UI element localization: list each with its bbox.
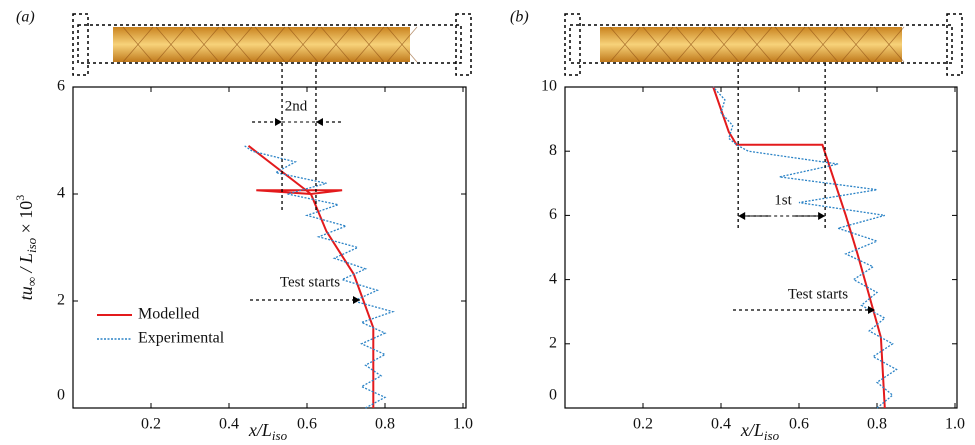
y-tick-label: 4 xyxy=(549,270,557,287)
x-tick-label: 0.4 xyxy=(219,416,239,433)
y-tick-label: 0 xyxy=(57,387,65,404)
end-block xyxy=(72,13,89,76)
shock-line xyxy=(122,26,154,63)
shock-line xyxy=(675,26,707,63)
test-arrow-head xyxy=(353,296,360,304)
y-axis-label: tu∞ / Liso × 103 xyxy=(13,195,39,301)
y-tick-label: 6 xyxy=(549,206,557,223)
specimen-frame xyxy=(77,24,462,64)
shock-line xyxy=(708,26,740,63)
plot-frame xyxy=(564,86,958,409)
x-label-part: iso xyxy=(764,428,780,443)
x-tick-label: 0.4 xyxy=(711,416,731,433)
y-label-part: ∞ xyxy=(24,277,39,286)
end-block xyxy=(946,13,963,76)
gap-label: 2nd xyxy=(285,98,308,114)
shock-line xyxy=(353,26,385,63)
y-label-part: / L xyxy=(16,253,36,277)
shock-line xyxy=(188,26,220,63)
gap-arrow-head xyxy=(818,212,826,220)
y-tick-label: 6 xyxy=(57,78,65,95)
gap-arrow-head xyxy=(738,212,746,220)
y-label-part: iso xyxy=(24,237,39,253)
panel-label: (a) xyxy=(16,9,35,26)
legend-label: Modelled xyxy=(138,306,199,323)
x-tick-label: 0.8 xyxy=(375,416,395,433)
modelled-line xyxy=(712,86,886,409)
x-tick-label: 0.6 xyxy=(297,416,317,433)
shock-line xyxy=(873,26,905,63)
y-tick-label: 0 xyxy=(549,387,557,404)
x-tick-label: 0.6 xyxy=(789,416,809,433)
test-arrow-head xyxy=(868,306,875,314)
shock-line xyxy=(221,26,253,63)
y-label-part: 3 xyxy=(13,195,27,201)
shock-line xyxy=(609,26,641,63)
x-tick-label: 0.8 xyxy=(867,416,887,433)
panel-label: (b) xyxy=(510,9,529,26)
experimental-line xyxy=(712,86,898,409)
specimen-image xyxy=(113,27,410,62)
end-block xyxy=(455,13,472,76)
shock-line xyxy=(287,26,319,63)
x-tick-label: 1.0 xyxy=(945,416,965,433)
plot-frame xyxy=(72,86,467,409)
shock-line xyxy=(807,26,839,63)
gap-label: 1st xyxy=(774,192,792,208)
test-label: Test starts xyxy=(788,286,848,302)
gap-arrow-head xyxy=(315,118,323,126)
y-tick-label: 10 xyxy=(541,78,557,95)
gap-arrow-head xyxy=(275,118,283,126)
end-block xyxy=(564,13,581,76)
shock-line xyxy=(642,26,674,63)
y-tick-label: 4 xyxy=(57,185,65,202)
x-tick-label: 0.2 xyxy=(633,416,653,433)
shock-line xyxy=(840,26,872,63)
test-label: Test starts xyxy=(280,274,340,290)
y-tick-label: 8 xyxy=(549,142,557,159)
shock-line xyxy=(741,26,773,63)
shock-line xyxy=(254,26,286,63)
x-tick-label: 1.0 xyxy=(453,416,473,433)
x-axis-label: x/Liso xyxy=(248,420,288,443)
shock-line xyxy=(155,26,187,63)
shock-line xyxy=(320,26,352,63)
y-label-part: × 10 xyxy=(16,201,36,238)
experimental-line xyxy=(244,145,396,409)
y-tick-label: 2 xyxy=(57,292,65,309)
x-label-part: x/L xyxy=(248,420,272,440)
y-tick-label: 2 xyxy=(549,334,557,351)
x-label-part: iso xyxy=(272,428,288,443)
x-label-part: x/L xyxy=(740,420,764,440)
shock-line xyxy=(774,26,806,63)
x-tick-label: 0.2 xyxy=(141,416,161,433)
shock-line xyxy=(386,26,418,63)
x-axis-label: x/Liso xyxy=(740,420,780,443)
legend-label: Experimental xyxy=(138,330,225,347)
modelled-line xyxy=(247,145,375,408)
y-label-part: tu xyxy=(16,286,36,300)
specimen-image xyxy=(600,27,902,62)
